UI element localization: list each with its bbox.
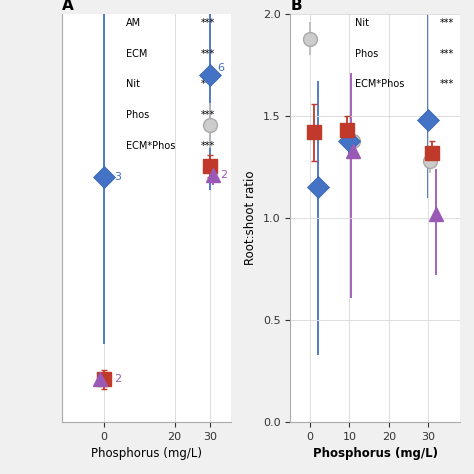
Text: ***: *** [201,18,215,28]
Text: 6: 6 [217,63,224,73]
Text: B: B [291,0,302,13]
Text: Phos: Phos [355,49,378,59]
Text: ECM: ECM [126,49,147,59]
X-axis label: Phosphorus (mg/L): Phosphorus (mg/L) [91,447,202,460]
Text: Nit: Nit [355,18,369,28]
Text: 3: 3 [115,172,121,182]
Text: A: A [62,0,73,13]
Text: Nit: Nit [126,80,140,90]
Text: ***: *** [201,110,215,120]
Text: ***: *** [439,49,454,59]
Text: ***: *** [439,80,454,90]
Text: *: * [201,80,205,90]
Text: ***: *** [201,141,215,151]
Text: 2: 2 [115,374,122,384]
Text: Phos: Phos [126,110,149,120]
Text: ECM*Phos: ECM*Phos [355,80,404,90]
Text: ***: *** [439,18,454,28]
Y-axis label: Root:shoot ratio: Root:shoot ratio [244,171,257,265]
Text: ***: *** [201,49,215,59]
Text: ECM*Phos: ECM*Phos [126,141,175,151]
X-axis label: Phosphorus (mg/L): Phosphorus (mg/L) [312,447,438,460]
Text: 2: 2 [220,171,228,181]
Text: AM: AM [126,18,141,28]
